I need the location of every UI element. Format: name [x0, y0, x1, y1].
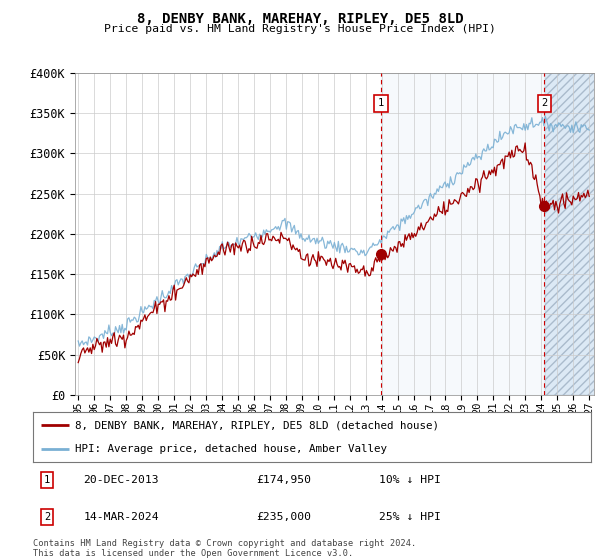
Bar [545, 73, 597, 395]
Text: 20-DEC-2013: 20-DEC-2013 [83, 475, 159, 485]
Text: HPI: Average price, detached house, Amber Valley: HPI: Average price, detached house, Ambe… [75, 445, 387, 454]
Text: 2: 2 [44, 512, 50, 521]
Text: Contains HM Land Registry data © Crown copyright and database right 2024.
This d: Contains HM Land Registry data © Crown c… [33, 539, 416, 558]
Text: £174,950: £174,950 [256, 475, 311, 485]
Text: 14-MAR-2024: 14-MAR-2024 [83, 512, 159, 521]
Text: 8, DENBY BANK, MAREHAY, RIPLEY, DE5 8LD: 8, DENBY BANK, MAREHAY, RIPLEY, DE5 8LD [137, 12, 463, 26]
Text: 25% ↓ HPI: 25% ↓ HPI [379, 512, 441, 521]
Text: 1: 1 [44, 475, 50, 485]
Bar [545, 73, 597, 395]
Text: £235,000: £235,000 [256, 512, 311, 521]
Text: 10% ↓ HPI: 10% ↓ HPI [379, 475, 441, 485]
Text: Price paid vs. HM Land Registry's House Price Index (HPI): Price paid vs. HM Land Registry's House … [104, 24, 496, 34]
Text: 8, DENBY BANK, MAREHAY, RIPLEY, DE5 8LD (detached house): 8, DENBY BANK, MAREHAY, RIPLEY, DE5 8LD … [75, 420, 439, 430]
Text: 2: 2 [541, 99, 548, 109]
Text: 1: 1 [378, 99, 384, 109]
Bar [381, 73, 545, 395]
